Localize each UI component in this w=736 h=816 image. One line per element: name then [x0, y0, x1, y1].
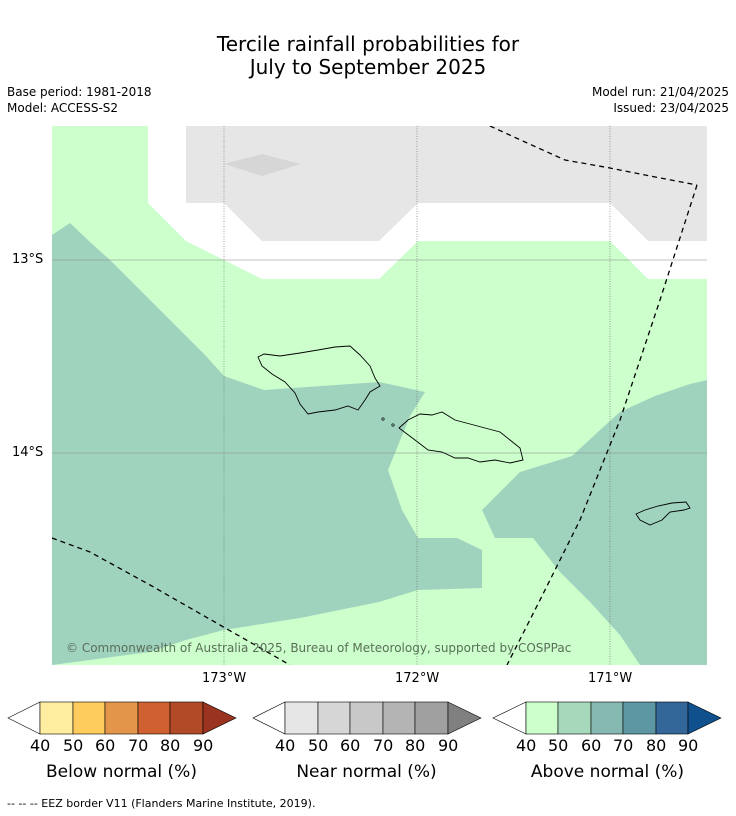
lat-label-13s: 13°S [12, 252, 44, 267]
colorbar-near-swatch-1 [284, 701, 319, 735]
cb1-tick-70: 70 [128, 736, 149, 755]
colorbar-below-swatch-2 [72, 701, 106, 735]
cb2-tick-70: 70 [373, 736, 394, 755]
cb2-tick-80: 80 [405, 736, 426, 755]
cb2-tick-50: 50 [308, 736, 329, 755]
colorbar-below-normal [7, 701, 237, 735]
colorbar-near-normal [252, 701, 482, 735]
cb2-tick-40: 40 [275, 736, 296, 755]
tutuila-island-outline [635, 501, 691, 526]
cb1-caption: Below normal (%) [46, 762, 197, 782]
colorbar-below-swatch-1 [39, 701, 74, 735]
colorbar-above-swatch-2 [557, 701, 592, 735]
colorbar-near-swatch-4 [382, 701, 416, 735]
above-normal-50-60-east-region [482, 380, 707, 665]
near-normal-region [186, 126, 707, 241]
above-normal-50-60-west-region [52, 223, 482, 665]
colorbar-below-swatch-5 [169, 701, 204, 735]
cb3-tick-90: 90 [678, 736, 699, 755]
islet-2 [391, 423, 395, 427]
near-normal-50-60-patch [224, 154, 301, 176]
colorbar-near-swatch-5 [414, 701, 449, 735]
model-name: Model: ACCESS-S2 [7, 101, 119, 115]
map-plot-area [52, 126, 707, 665]
colorbar-above-low-arrow [492, 701, 527, 735]
model-run: Model run: 21/04/2025 [591, 85, 729, 99]
colorbar-below-swatch-3 [104, 701, 139, 735]
title-line-2: July to September 2025 [249, 55, 487, 79]
lon-label-171w: 171°W [588, 671, 633, 686]
colorbar-near-swatch-2 [317, 701, 351, 735]
lat-label-14s: 14°S [12, 445, 44, 460]
cb3-tick-60: 60 [581, 736, 602, 755]
cb3-tick-80: 80 [646, 736, 667, 755]
base-period: Base period: 1981-2018 [7, 85, 152, 99]
colorbar-near-low-arrow [252, 701, 286, 735]
savaii-island-outline [257, 345, 381, 415]
colorbar-above-normal [492, 701, 722, 735]
issue-date: Issued: 23/04/2025 [613, 101, 729, 115]
colorbar-above-swatch-1 [525, 701, 559, 735]
colorbar-near-high-arrow [447, 701, 482, 735]
upolu-island-outline [398, 411, 524, 464]
eez-border-footnote: -- -- -- EEZ border V11 (Flanders Marine… [7, 797, 316, 810]
cb1-tick-60: 60 [95, 736, 116, 755]
colorbar-below-swatch-4 [137, 701, 171, 735]
colorbar-below-low-arrow [7, 701, 41, 735]
eez-border-southwest [52, 537, 291, 665]
copyright-notice: © Commonwealth of Australia 2025, Bureau… [66, 641, 572, 655]
cb1-tick-90: 90 [193, 736, 214, 755]
cb2-caption: Near normal (%) [296, 762, 437, 782]
lon-label-173w: 173°W [202, 671, 247, 686]
eez-border-east [506, 184, 698, 665]
cb1-tick-40: 40 [30, 736, 51, 755]
colorbar-above-high-arrow [687, 701, 722, 735]
cb3-tick-40: 40 [516, 736, 537, 755]
colorbar-above-swatch-3 [590, 701, 624, 735]
islet-1 [381, 417, 385, 421]
colorbar-above-swatch-4 [622, 701, 657, 735]
cb1-tick-50: 50 [63, 736, 84, 755]
lon-label-172w: 172°W [395, 671, 440, 686]
colorbar-below-high-arrow [202, 701, 237, 735]
title-line-1: Tercile rainfall probabilities for [216, 32, 520, 56]
cb2-tick-90: 90 [438, 736, 459, 755]
cb3-tick-70: 70 [613, 736, 634, 755]
cb3-tick-50: 50 [548, 736, 569, 755]
cb3-caption: Above normal (%) [530, 762, 685, 782]
cb2-tick-60: 60 [340, 736, 361, 755]
colorbar-near-swatch-3 [349, 701, 384, 735]
colorbar-above-swatch-5 [655, 701, 689, 735]
cb1-tick-80: 80 [160, 736, 181, 755]
